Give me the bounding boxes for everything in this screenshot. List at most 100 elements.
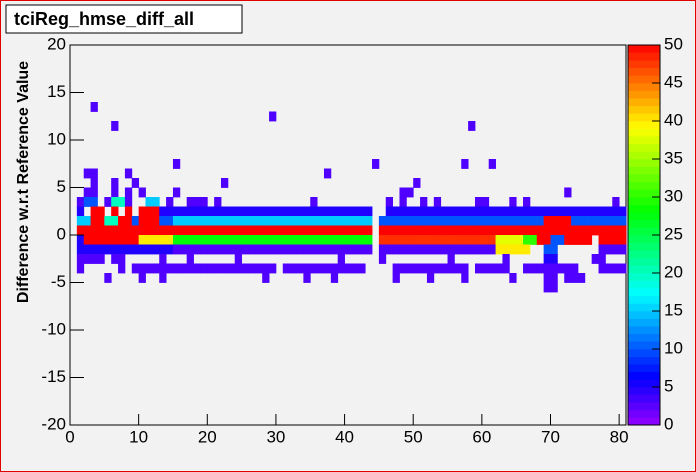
x-tick-label: 10 [129,427,148,446]
heatmap-cell [262,206,270,217]
heatmap-cell [248,216,256,226]
heatmap-cell [372,159,380,169]
heatmap-cell [90,254,98,264]
heatmap-cell [166,263,174,274]
palette-strip [628,128,660,137]
heatmap-cell [152,197,160,207]
heatmap-cell [406,187,414,198]
heatmap-cell [358,235,366,245]
heatmap-cell [509,235,517,245]
heatmap-cell [378,254,387,264]
heatmap-cell [502,235,510,245]
palette-strip [628,45,660,53]
heatmap-cell [619,235,627,245]
heatmap-cell [392,263,400,274]
heatmap-cell [214,197,222,207]
heatmap-cell [564,225,572,236]
heatmap-cell [529,263,538,274]
heatmap-cell [365,206,373,217]
heatmap-cell [571,235,579,245]
heatmap-cell [598,216,606,226]
heatmap-cell [248,225,256,236]
heatmap-cell [330,225,339,236]
palette-strip [628,83,660,91]
heatmap-cell [468,216,476,226]
heatmap-cell [584,216,593,226]
heatmap-cell [502,244,510,255]
heatmap-cell [557,263,565,274]
heatmap-cell [255,235,263,245]
heatmap-cell [90,102,98,112]
palette-strip [628,136,660,145]
heatmap-cell [413,235,421,245]
heatmap-cell [323,225,332,236]
heatmap-cell [138,206,146,217]
heatmap-cell [269,244,277,255]
heatmap-cell [104,273,112,283]
palette-strip [628,250,660,259]
palette-strip [628,197,660,205]
heatmap-cell [275,235,284,245]
heatmap-cell [262,225,270,236]
heatmap-cell [330,244,339,255]
heatmap-cell [474,225,483,236]
heatmap-cell [296,263,304,274]
heatmap-cell [399,225,407,236]
heatmap-cell [193,263,201,274]
heatmap-cell [234,244,243,255]
heatmap-cell [76,197,85,207]
heatmap-cell [310,225,318,236]
heatmap-cell [557,235,565,245]
palette-strip [628,379,660,388]
palette-strip [628,326,660,335]
heatmap-cell [104,244,112,255]
heatmap-cell [323,263,332,274]
heatmap-cell [255,244,263,255]
heatmap-cell [385,225,394,236]
heatmap-cell [186,206,194,217]
palette-strip [628,295,660,304]
x-tick-label: 60 [472,427,491,446]
heatmap-cell [461,263,469,274]
palette-strip [628,265,660,274]
palette-strip [628,417,660,426]
heatmap-cell [550,282,558,293]
heatmap-cell [481,206,490,217]
heatmap-cell [262,263,270,274]
heatmap-cell [488,159,496,169]
heatmap-cell [97,235,105,245]
heatmap-cell [193,197,201,207]
heatmap-cell [255,263,263,274]
heatmap-cell [605,244,613,255]
heatmap-cell [523,263,531,274]
heatmap-cell [564,216,572,226]
heatmap-cell [516,216,524,226]
heatmap-cell [310,206,318,217]
heatmap-cell [97,225,105,236]
z-tick-label: 30 [664,186,683,205]
heatmap-cell [83,197,91,207]
heatmap-cell [406,206,414,217]
heatmap-cell [152,263,160,274]
heatmap-cell [145,216,153,226]
heatmap-cell [385,206,394,217]
heatmap-cell [317,206,325,217]
heatmap-cell [447,244,455,255]
heatmap-cell [543,235,551,245]
heatmap-cell [111,121,119,131]
heatmap-cell [591,254,599,264]
heatmap-cell [221,216,229,226]
heatmap-cell [124,244,133,255]
heatmap-cell [536,216,545,226]
heatmap-cell [536,235,545,245]
heatmap-cell [330,235,339,245]
heatmap-cell [605,216,613,226]
heatmap-cell [509,225,517,236]
heatmap-cell [447,216,455,226]
heatmap-cell [104,235,112,245]
heatmap-cell [474,216,483,226]
palette-strip [628,143,660,152]
heatmap-cell [392,225,400,236]
heatmap-cell [262,216,270,226]
heatmap-cell [289,235,297,245]
